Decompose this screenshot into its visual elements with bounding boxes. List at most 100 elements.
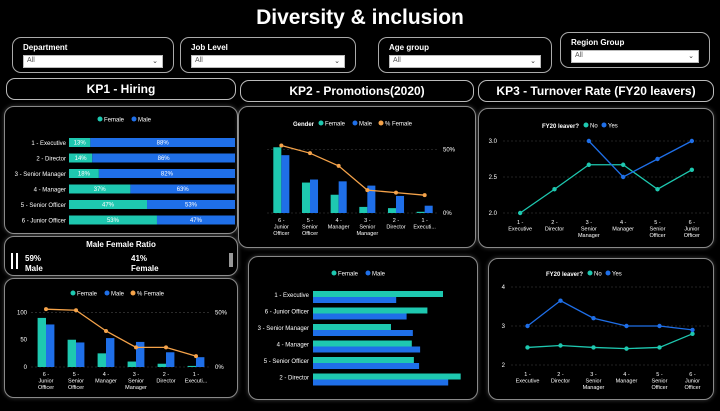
pct-female-point [164,345,168,350]
legend-marker [131,116,137,122]
male-data-label: 53% [185,203,198,209]
pct-female-line [281,144,425,196]
pct-female-point [134,345,138,350]
region-group-filter[interactable]: Region Group All ⌄ [560,32,710,68]
legend-label: % Female [137,292,165,298]
female-ratio-value: 41% [131,254,148,263]
category-label: 5 - Senior Officer [21,203,66,209]
female-bar [69,153,93,163]
x-tick-label: Officer [684,385,700,391]
x-tick-label: Senior [586,379,602,385]
legend-marker [378,120,384,126]
x-tick-label: 2 - [393,218,400,224]
job-level-value: All [195,57,203,64]
x-tick-label: 6 - [43,372,50,378]
x-tick-label: Officer [651,385,667,391]
male-bar [90,138,235,147]
male-bar [46,324,55,367]
x-tick-label: Director [386,225,405,231]
female-bar [69,215,157,225]
x-tick-label: Executive [508,227,532,233]
job-level-dropdown[interactable]: All ⌄ [191,55,345,68]
y-tick-label: 3.0 [489,139,498,145]
ratio-scrollbar[interactable] [229,253,233,267]
pct-female-point [44,307,48,312]
x-tick-label: Manager [612,227,634,233]
x-tick-label: 1 - [524,372,531,378]
age-group-dropdown[interactable]: All ⌄ [389,55,541,68]
category-label: 1 - Executive [31,141,66,147]
x-tick-label: 5 - [307,218,314,224]
y2-tick-label: 50% [215,310,228,316]
legend-marker [352,120,358,126]
male-data-label: 47% [190,218,203,224]
male-ratio-value: 59% [25,254,42,263]
x-tick-label: Junior [274,225,289,231]
x-tick-label: 5 - [656,372,663,378]
x-tick-label: Senior [302,225,318,231]
male-bar [367,185,376,213]
category-label: 3 - Senior Manager [258,326,309,332]
series-point-no [552,187,557,192]
department-dropdown[interactable]: All ⌄ [23,55,163,68]
x-tick-label: Executive [516,379,540,385]
x-tick-label: 6 - [689,372,696,378]
page-title: Diversity & inclusion [256,6,464,29]
female-bar [69,200,148,209]
x-tick-label: Officer [68,385,84,391]
x-tick-label: 3 - [586,220,593,226]
category-label: 6 - Junior Officer [22,219,66,225]
department-filter[interactable]: Department All ⌄ [12,37,174,73]
male-bar [106,338,115,367]
legend-label: % Female [385,122,413,128]
x-tick-label: Manager [125,385,147,391]
series-point-yes [657,323,662,329]
chevron-down-icon: ⌄ [152,58,158,65]
y-tick-label: 4 [502,285,506,291]
region-group-filter-label: Region Group [571,38,625,47]
female-bar [127,361,136,367]
female-bar [330,194,339,213]
female-bar [187,365,196,367]
category-label: 4 - Manager [34,188,66,194]
legend-marker [70,290,76,296]
region-group-dropdown[interactable]: All ⌄ [571,50,699,63]
kp3-header: KP3 - Turnover Rate (FY20 leavers) [478,80,714,102]
legend-marker [601,122,607,128]
x-tick-label: Director [551,379,570,385]
department-value: All [27,57,35,64]
series-point-no [655,187,660,192]
female-bar [313,373,461,380]
x-tick-label: 4 - [623,372,630,378]
female-bar [37,317,46,367]
x-tick-label: 2 - [557,372,564,378]
legend-label: Male [359,122,373,128]
series-point-yes [690,327,695,333]
x-tick-label: Manager [583,385,605,391]
y-tick-label: 50 [20,338,27,344]
age-group-filter-label: Age group [389,43,429,52]
female-bar [313,340,412,347]
pct-female-point [365,188,370,193]
region-group-value: All [575,52,583,59]
x-tick-label: Senior [359,225,375,231]
x-tick-label: Senior [652,379,668,385]
kp2-header: KP2 - Promotions(2020) [240,80,474,102]
age-group-filter[interactable]: Age group All ⌄ [378,37,552,73]
series-point-no [657,345,662,350]
female-bar [69,169,99,178]
female-bar [313,324,391,330]
job-level-filter[interactable]: Job Level All ⌄ [180,37,356,73]
y-tick-label: 100 [17,310,28,316]
male-bar [92,153,236,163]
age-group-value: All [393,57,401,64]
male-bar [196,357,205,367]
turnover-chart-1-panel: FY20 leaver? No Yes 2.0 2.5 3.0 1 - Executive 2 … [478,108,714,248]
male-bar [313,330,413,336]
male-data-label: 86% [158,156,171,162]
hiring-combo-panel: Female Male% Female 0 50 100 0% 50% 6 - Junior Of… [4,278,238,398]
x-tick-label: 5 - [654,220,661,226]
female-bar [313,307,428,314]
female-bar [359,206,368,213]
female-data-label: 47% [102,203,115,209]
